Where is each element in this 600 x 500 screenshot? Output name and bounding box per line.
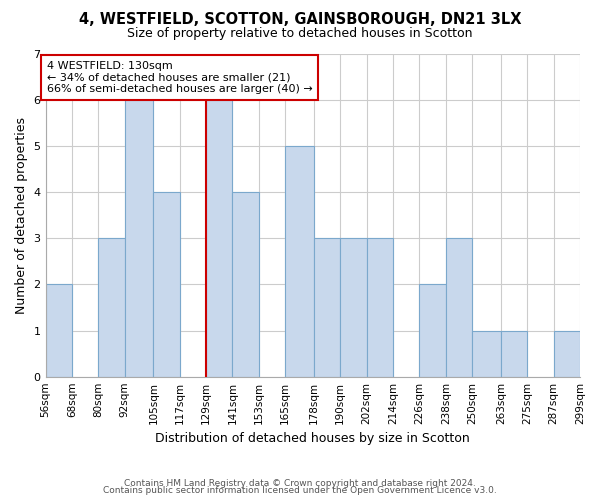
Y-axis label: Number of detached properties: Number of detached properties (15, 117, 28, 314)
Bar (472, 330, 501, 376)
Text: Size of property relative to detached houses in Scotton: Size of property relative to detached ho… (127, 28, 473, 40)
Bar (446, 238, 472, 376)
Text: Contains public sector information licensed under the Open Government Licence v3: Contains public sector information licen… (103, 486, 497, 495)
X-axis label: Distribution of detached houses by size in Scotton: Distribution of detached houses by size … (155, 432, 470, 445)
Bar (206, 100, 232, 376)
Bar (125, 100, 154, 376)
Bar (554, 330, 580, 376)
Bar (98, 238, 125, 376)
Bar (285, 146, 314, 376)
Bar (46, 284, 72, 376)
Bar (501, 330, 527, 376)
Bar (232, 192, 259, 376)
Text: 4, WESTFIELD, SCOTTON, GAINSBOROUGH, DN21 3LX: 4, WESTFIELD, SCOTTON, GAINSBOROUGH, DN2… (79, 12, 521, 28)
Bar (154, 192, 180, 376)
Text: Contains HM Land Registry data © Crown copyright and database right 2024.: Contains HM Land Registry data © Crown c… (124, 478, 476, 488)
Bar (314, 238, 340, 376)
Bar (367, 238, 393, 376)
Bar (419, 284, 446, 376)
Bar (340, 238, 367, 376)
Text: 4 WESTFIELD: 130sqm
← 34% of detached houses are smaller (21)
66% of semi-detach: 4 WESTFIELD: 130sqm ← 34% of detached ho… (47, 61, 313, 94)
